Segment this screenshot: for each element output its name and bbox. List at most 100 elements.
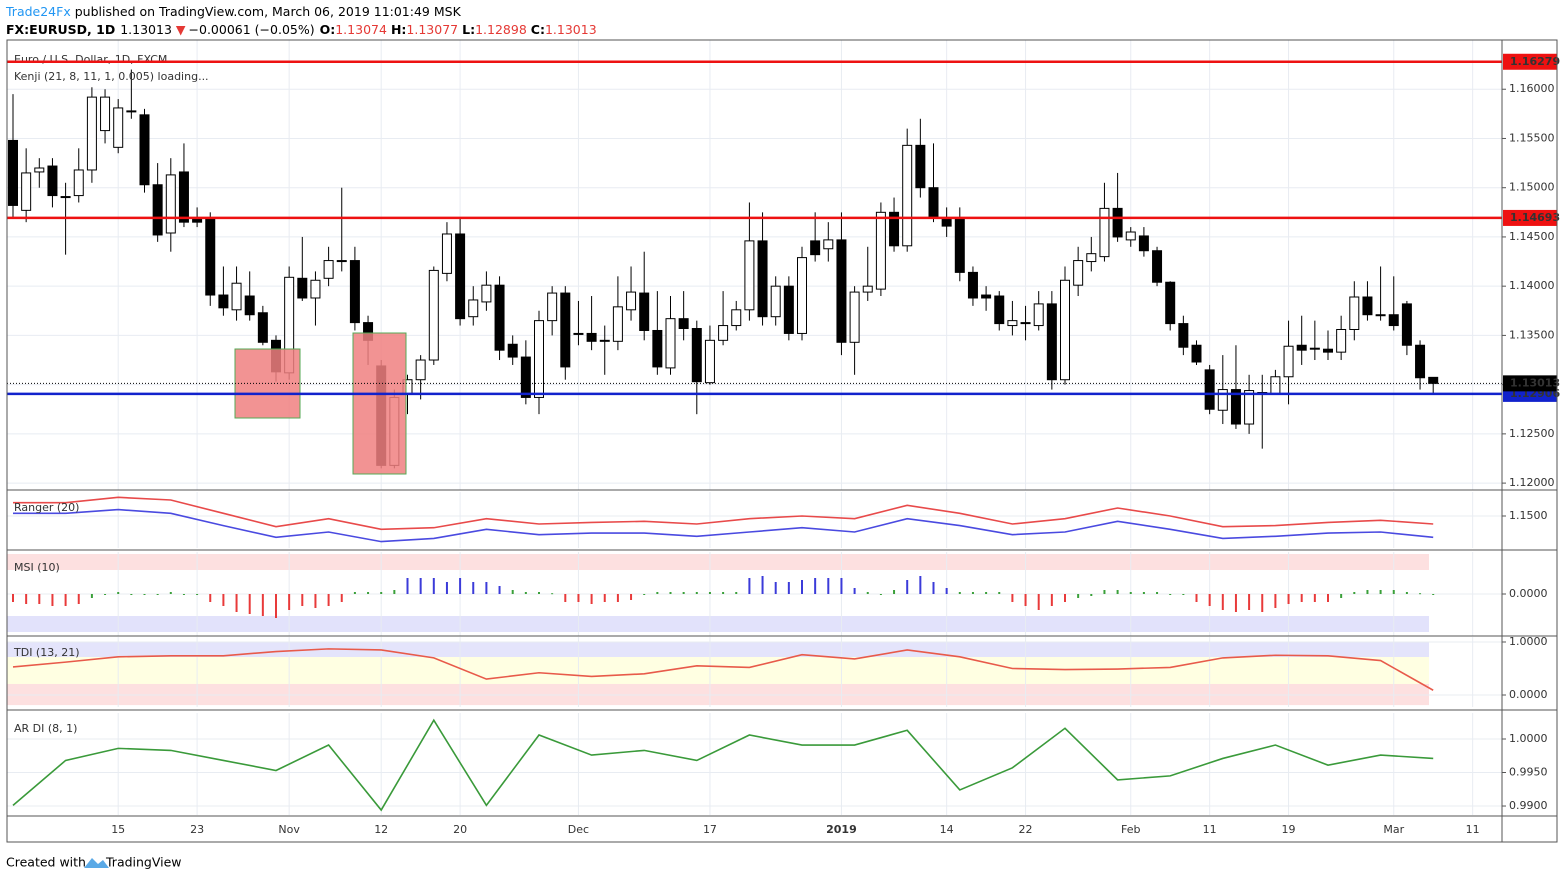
- histogram-bar: [630, 594, 633, 600]
- candle-body: [1086, 253, 1097, 263]
- candle-body: [639, 292, 650, 331]
- histogram-bar: [616, 594, 619, 602]
- c: 1.13013: [545, 22, 597, 37]
- candle-body: [678, 318, 689, 330]
- histogram-bar: [682, 592, 685, 594]
- l-label: L:: [462, 22, 475, 37]
- histogram-bar: [1392, 590, 1395, 594]
- x-tick-label: 19: [1282, 823, 1296, 836]
- candle-body: [731, 309, 742, 327]
- histogram-bar: [1300, 594, 1303, 602]
- candle-body: [126, 110, 137, 113]
- histogram-bar: [603, 594, 606, 602]
- histogram-bar: [314, 594, 317, 608]
- candle-body: [507, 343, 518, 358]
- level-tag: [1503, 53, 1557, 70]
- candle-body: [573, 332, 584, 335]
- candle-body: [1244, 390, 1255, 425]
- candle-body: [113, 107, 124, 148]
- indicator-line: [12, 648, 1434, 691]
- histogram-bar: [801, 580, 803, 594]
- candle-body: [1046, 303, 1057, 381]
- x-tick-label: Dec: [568, 823, 589, 836]
- symbol-line: FX:EURUSD, 1D 1.13013 ▼ −0.00061 (−0.05%) O:…: [6, 22, 597, 37]
- candle-body: [1296, 344, 1307, 351]
- candle-body: [86, 96, 97, 171]
- x-tick-label: 2019: [826, 823, 857, 836]
- histogram-bar: [1077, 594, 1080, 598]
- histogram-bar: [327, 594, 330, 606]
- h-label: H:: [391, 22, 406, 37]
- histogram-bar: [12, 594, 14, 602]
- y-tick-label: 0.0000: [1509, 688, 1548, 701]
- x-tick-label: 12: [374, 823, 388, 836]
- histogram-bar: [1366, 590, 1369, 594]
- histogram-bar: [393, 590, 396, 594]
- x-tick-label: 15: [111, 823, 125, 836]
- x-tick-label: 11: [1203, 823, 1217, 836]
- histogram-bar: [1248, 594, 1251, 610]
- candle-body: [1362, 296, 1373, 316]
- candle-body: [205, 217, 216, 296]
- histogram-bar: [669, 592, 672, 594]
- histogram-bar: [156, 594, 159, 595]
- histogram-bar: [1313, 594, 1316, 602]
- candle-body: [665, 318, 676, 369]
- candle-body: [1152, 250, 1163, 283]
- publish-line: Trade24Fx published on TradingView.com, M…: [5, 4, 462, 19]
- histogram-bar: [38, 594, 41, 604]
- y-tick-label: 1.12000: [1509, 476, 1555, 489]
- histogram-bar: [248, 594, 251, 614]
- band: [7, 656, 1429, 684]
- candle-body: [981, 294, 992, 299]
- histogram-bar: [353, 592, 356, 594]
- candle-body: [1060, 279, 1070, 381]
- histogram-bar: [182, 594, 185, 595]
- histogram-bar: [787, 582, 790, 594]
- indicator-line: [13, 508, 1434, 543]
- histogram-bar: [971, 592, 974, 594]
- histogram-bar: [209, 594, 212, 602]
- candle-body: [875, 211, 886, 290]
- histogram-bar: [866, 592, 869, 594]
- candle-body: [178, 171, 189, 223]
- candle-body: [1165, 281, 1176, 325]
- candle-body: [954, 217, 965, 273]
- histogram-bar: [432, 578, 435, 594]
- candle-body: [21, 172, 32, 211]
- candle-body: [757, 240, 768, 318]
- histogram-bar: [1090, 594, 1093, 596]
- histogram-bar: [1432, 594, 1435, 595]
- histogram-bar: [1327, 594, 1329, 602]
- candle-body: [441, 233, 452, 274]
- y-tick-label: 1.1500: [1509, 509, 1548, 522]
- candle-body: [244, 295, 255, 316]
- last: 1.13013: [120, 22, 172, 37]
- candle-body: [1323, 348, 1333, 353]
- histogram-bar: [1340, 594, 1343, 598]
- candle-body: [691, 328, 702, 383]
- symbol: FX:EURUSD, 1D: [6, 22, 115, 37]
- histogram-bar: [1142, 592, 1145, 594]
- histogram-bar: [958, 592, 961, 594]
- candle-body: [415, 359, 426, 381]
- histogram-bar: [1221, 594, 1224, 610]
- candle-body: [902, 144, 913, 247]
- candle-body: [783, 285, 794, 334]
- candle-body: [626, 291, 637, 311]
- histogram-bar: [708, 592, 711, 594]
- histogram-bar: [577, 594, 580, 602]
- histogram-bar: [590, 594, 593, 604]
- change: −0.00061 (−0.05%): [189, 22, 315, 37]
- candle-body: [1178, 323, 1189, 348]
- histogram-bar: [1405, 592, 1408, 594]
- l: 1.12898: [475, 22, 527, 37]
- candle-body: [1401, 303, 1412, 346]
- y-tick-label: 0.9900: [1509, 799, 1548, 812]
- histogram-bar: [235, 594, 238, 612]
- histogram-bar: [1287, 594, 1290, 604]
- pane-subtitle: Kenji (21, 8, 11, 1, 0.005) loading...: [14, 70, 209, 83]
- footer-text: Created with: [6, 855, 86, 870]
- histogram-bar: [275, 594, 277, 618]
